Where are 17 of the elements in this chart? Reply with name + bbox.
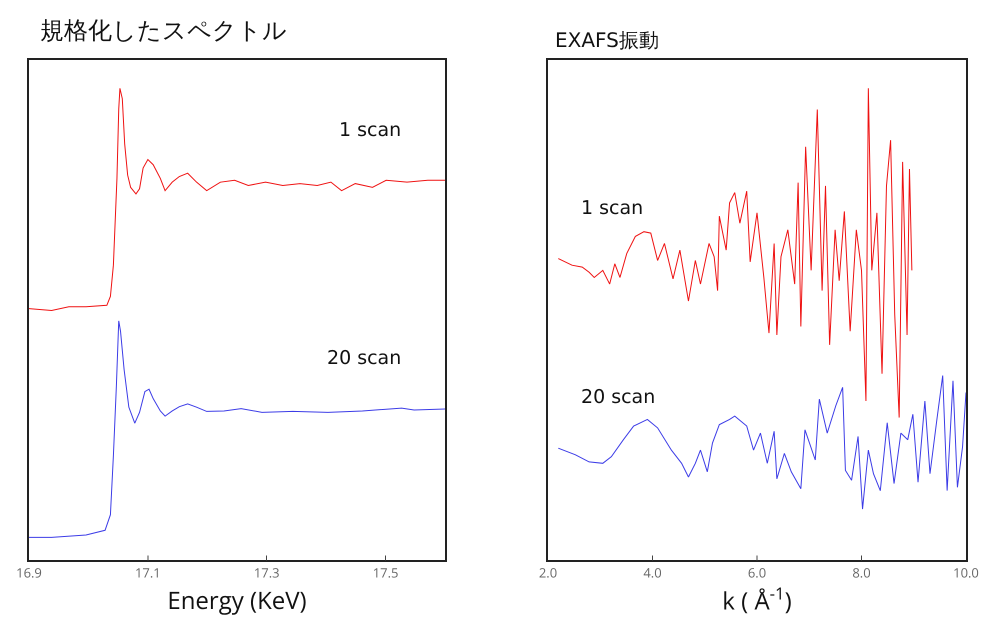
chart-title: 規格化したスペクトル [40, 16, 287, 44]
text: 20 scan [327, 347, 402, 369]
x-tick-label: 2.0 [538, 563, 558, 582]
x-axis-title: Energy (KeV) [167, 584, 307, 618]
x-tick-label: 8.0 [852, 563, 871, 582]
x-tick-label: 17.3 [254, 563, 280, 582]
x-axis-title: k ( Å$^{-1}$) [722, 581, 792, 618]
x-tick-label: 4.0 [643, 563, 662, 582]
chart-title: EXAFS振動 [555, 28, 659, 52]
text: 1 scan [339, 119, 402, 141]
series-label: 20 scan [581, 386, 656, 408]
x-tick-label: 16.9 [16, 563, 42, 582]
x-tick-label: 10.0 [953, 563, 979, 582]
x-tick-label: 17.1 [135, 563, 161, 582]
x-tick-label: 6.0 [748, 563, 766, 582]
x-tick-label: 17.5 [372, 563, 398, 582]
series-label: 1 scan [581, 197, 644, 219]
